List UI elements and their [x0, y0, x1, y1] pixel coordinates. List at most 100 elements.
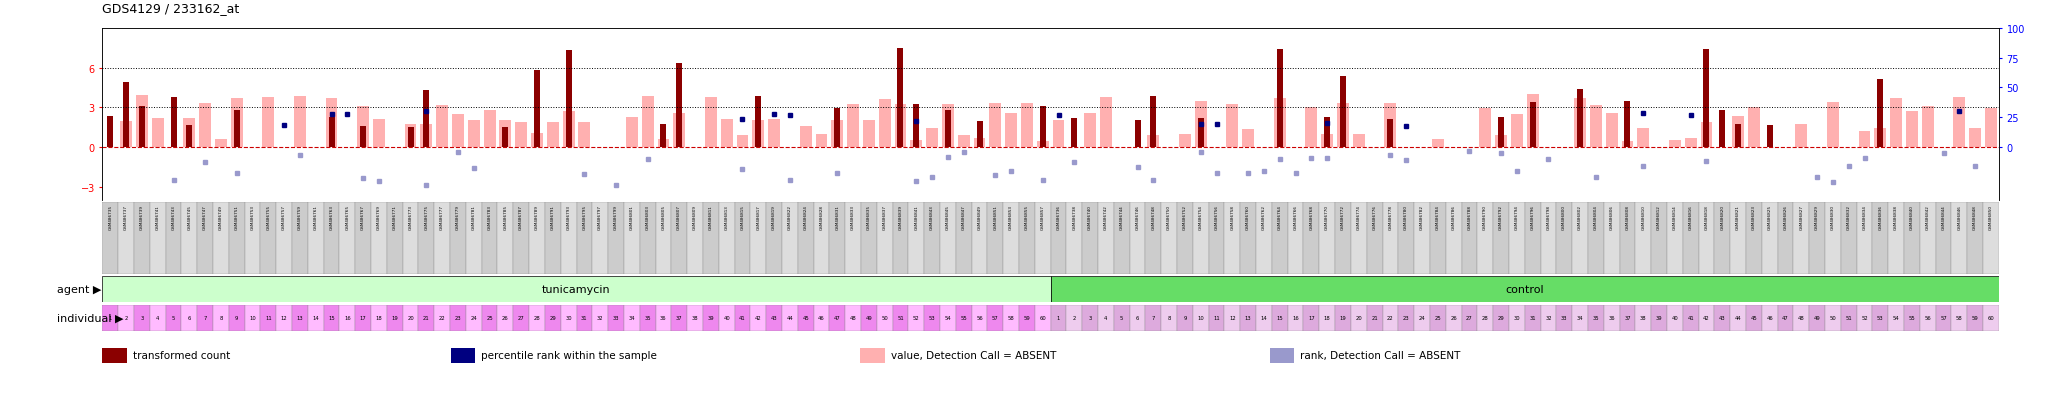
Text: 46: 46: [1765, 315, 1774, 320]
Bar: [1890, 99, 1903, 147]
Bar: [1151, 97, 1157, 147]
Bar: [1907, 112, 1917, 147]
Bar: [1921, 107, 1933, 147]
Text: 5: 5: [1120, 315, 1124, 320]
Text: GSM486825: GSM486825: [1767, 204, 1772, 230]
Text: 44: 44: [1735, 315, 1741, 320]
Text: GSM486741: GSM486741: [156, 204, 160, 229]
Bar: [1497, 117, 1503, 147]
Text: 10: 10: [1198, 315, 1204, 320]
Text: GSM486752: GSM486752: [1184, 204, 1188, 230]
Bar: [813, 305, 829, 331]
Text: GSM486781: GSM486781: [471, 204, 475, 229]
Bar: [1208, 202, 1225, 275]
Text: 40: 40: [723, 315, 729, 320]
Bar: [1081, 202, 1098, 275]
Bar: [528, 305, 545, 331]
Bar: [133, 202, 150, 275]
Bar: [1651, 305, 1667, 331]
Text: 17: 17: [360, 315, 367, 320]
Text: GSM486816: GSM486816: [1690, 204, 1694, 229]
Text: GSM486756: GSM486756: [1214, 204, 1219, 230]
Text: GSM486828: GSM486828: [819, 204, 823, 230]
Text: 35: 35: [1593, 315, 1599, 320]
Text: GSM486784: GSM486784: [1436, 204, 1440, 229]
Bar: [436, 106, 449, 147]
Text: 2: 2: [1073, 315, 1075, 320]
Bar: [1982, 202, 1999, 275]
Text: GSM486751: GSM486751: [236, 204, 240, 229]
Text: GSM486843: GSM486843: [930, 204, 934, 229]
Bar: [1714, 305, 1731, 331]
Text: GSM486835: GSM486835: [866, 204, 870, 230]
Text: 43: 43: [770, 315, 778, 320]
Bar: [1905, 202, 1919, 275]
Text: GSM486812: GSM486812: [1657, 204, 1661, 229]
Text: GSM486807: GSM486807: [678, 204, 682, 230]
Bar: [1587, 202, 1604, 275]
Bar: [102, 202, 119, 275]
Text: GSM486809: GSM486809: [692, 204, 696, 230]
Bar: [719, 305, 735, 331]
Bar: [1683, 202, 1698, 275]
Bar: [1493, 202, 1509, 275]
Bar: [1872, 305, 1888, 331]
Text: 31: 31: [582, 315, 588, 320]
Bar: [846, 202, 860, 275]
Bar: [1241, 202, 1255, 275]
Bar: [977, 121, 983, 147]
Text: GSM486829: GSM486829: [1815, 204, 1819, 230]
Bar: [1747, 107, 1759, 147]
Text: GSM486768: GSM486768: [1309, 204, 1313, 230]
Bar: [1524, 202, 1540, 275]
Text: 25: 25: [1434, 315, 1442, 320]
Bar: [1051, 277, 1999, 303]
Bar: [102, 277, 1051, 303]
Bar: [1587, 305, 1604, 331]
Bar: [1432, 139, 1444, 147]
Text: GSM486817: GSM486817: [756, 204, 760, 229]
Text: GSM486761: GSM486761: [313, 204, 317, 229]
Bar: [766, 202, 782, 275]
Text: 16: 16: [1292, 315, 1298, 320]
Bar: [893, 305, 909, 331]
Bar: [215, 139, 227, 147]
Text: GSM486833: GSM486833: [852, 204, 856, 230]
Bar: [1241, 305, 1255, 331]
Bar: [578, 202, 592, 275]
Text: 47: 47: [834, 315, 840, 320]
Bar: [420, 125, 432, 147]
Bar: [956, 202, 971, 275]
Bar: [1053, 120, 1065, 147]
Text: 56: 56: [1925, 315, 1931, 320]
Text: GSM486834: GSM486834: [1862, 204, 1866, 229]
Bar: [1305, 108, 1317, 147]
Bar: [514, 305, 528, 331]
Bar: [1767, 126, 1774, 147]
Bar: [1968, 202, 1982, 275]
Text: GSM486802: GSM486802: [1579, 204, 1581, 230]
Bar: [1888, 305, 1905, 331]
Text: GSM486822: GSM486822: [788, 204, 793, 230]
Bar: [1413, 202, 1430, 275]
Text: 19: 19: [391, 315, 397, 320]
Bar: [1624, 102, 1630, 147]
Bar: [625, 305, 639, 331]
Bar: [655, 305, 672, 331]
Text: 50: 50: [881, 315, 889, 320]
Bar: [956, 305, 971, 331]
Bar: [123, 83, 129, 147]
Bar: [1034, 305, 1051, 331]
Bar: [766, 305, 782, 331]
Bar: [1479, 109, 1491, 147]
Bar: [1067, 202, 1081, 275]
Bar: [1622, 141, 1634, 147]
Bar: [911, 140, 922, 147]
Bar: [1446, 305, 1462, 331]
Text: GSM486748: GSM486748: [1151, 204, 1155, 229]
Text: 17: 17: [1309, 315, 1315, 320]
Text: GSM486827: GSM486827: [1800, 204, 1804, 230]
Bar: [1827, 103, 1839, 147]
Bar: [1511, 114, 1524, 147]
Text: 1: 1: [1057, 315, 1061, 320]
